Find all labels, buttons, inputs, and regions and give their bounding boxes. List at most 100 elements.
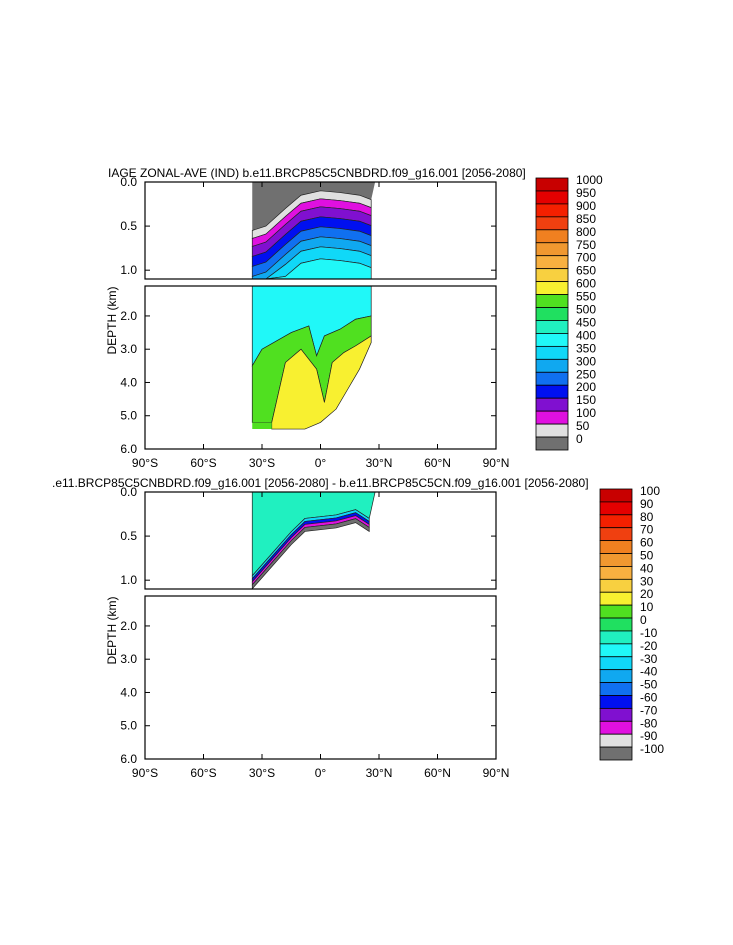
colorbar-swatch: [599, 707, 633, 722]
y-tick-label: 2.0: [120, 619, 137, 633]
colorbar-swatch: [599, 643, 633, 658]
y-tick-label: 3.0: [120, 652, 137, 666]
colorbar-label: -10: [640, 626, 658, 640]
colorbar-swatch: [599, 566, 633, 580]
colorbar-swatch: [535, 242, 569, 257]
y-tick-label: 0.5: [120, 529, 137, 543]
colorbar-swatch: [599, 591, 633, 606]
colorbar-swatch: [599, 617, 633, 632]
x-tick-label: 60°N: [424, 766, 451, 780]
colorbar-swatch: [535, 177, 569, 192]
colorbar-label: -20: [640, 639, 658, 653]
colorbar-label: 450: [576, 315, 596, 329]
x-tick-label: 0°: [315, 766, 327, 780]
colorbar-label: 500: [576, 303, 596, 317]
colorbar-label: -40: [640, 665, 658, 679]
y-tick-label: 1.0: [120, 573, 137, 587]
x-tick-label: 30°S: [249, 766, 275, 780]
colorbar-label: 100: [576, 406, 596, 420]
y-tick-label: 5.0: [120, 409, 137, 423]
colorbar-label: 250: [576, 367, 596, 381]
colorbar-swatch: [535, 345, 569, 360]
y-tick-label: 3.0: [120, 342, 137, 356]
colorbar-label: -70: [640, 703, 658, 717]
y-tick-label: 0.0: [120, 485, 137, 499]
chart-panel-1: IAGE ZONAL-AVE (IND) b.e11.BRCP85C5CNBDR…: [105, 166, 603, 470]
colorbar-label: 70: [640, 523, 654, 537]
colorbar-swatch: [535, 410, 569, 425]
data-fills: [251, 182, 376, 430]
x-tick-label: 90°N: [483, 766, 510, 780]
region-diff-band-3: [251, 518, 370, 590]
colorbar-swatch: [535, 268, 569, 283]
y-tick-label: 1.0: [120, 263, 137, 277]
colorbar-label: 0: [640, 613, 647, 627]
y-tick-label: 0.0: [120, 175, 137, 189]
colorbar-swatch: [535, 436, 569, 451]
colorbar-label: 90: [640, 497, 654, 511]
colorbar-swatch: [599, 553, 633, 567]
colorbar-label: 30: [640, 574, 654, 588]
x-tick-label: 60°N: [424, 456, 451, 470]
colorbar-label: 850: [576, 212, 596, 226]
colorbar-label: 900: [576, 199, 596, 213]
colorbar-swatch: [599, 656, 633, 671]
colorbar-label: -60: [640, 690, 658, 704]
colorbar-swatch: [599, 501, 633, 516]
y-tick-label: 6.0: [120, 442, 137, 456]
colorbar-label: 400: [576, 328, 596, 342]
data-fills: [251, 491, 376, 590]
colorbar-swatch: [535, 255, 569, 270]
colorbar-swatch: [599, 746, 633, 761]
colorbar-label: 300: [576, 354, 596, 368]
colorbar-label: 700: [576, 251, 596, 265]
chart-title: .e11.BRCP85C5CNBDRD.f09_g16.001 [2056-20…: [52, 476, 589, 490]
colorbar-label: 50: [640, 549, 654, 563]
colorbar-label: 0: [576, 432, 583, 446]
colorbar-label: 60: [640, 536, 654, 550]
colorbar-swatch: [535, 423, 569, 438]
colorbar-swatch: [599, 540, 633, 554]
y-tick-label: 4.0: [120, 685, 137, 699]
colorbar-swatch: [599, 630, 633, 645]
colorbar-swatch: [535, 229, 569, 244]
region-gray: [252, 182, 376, 231]
colorbar-label: 1000: [576, 173, 603, 187]
colorbar-label: -100: [640, 742, 664, 756]
colorbar-swatch: [535, 190, 569, 205]
colorbar-label: 350: [576, 341, 596, 355]
colorbar-label: -50: [640, 678, 658, 692]
colorbar-label: 100: [640, 484, 660, 498]
colorbar-swatch: [599, 527, 633, 542]
colorbar-label: 950: [576, 186, 596, 200]
colorbar-swatch: [535, 203, 569, 218]
y-tick-label: 5.0: [120, 719, 137, 733]
x-tick-label: 90°S: [132, 456, 158, 470]
colorbar: 1009080706050403020100-10-20-30-40-50-60…: [599, 484, 664, 761]
colorbar-label: -30: [640, 652, 658, 666]
plot-frame-lower: [144, 595, 497, 760]
y-axis-label: DEPTH (km): [105, 287, 119, 355]
colorbar-swatch: [599, 695, 633, 709]
y-axis-label: DEPTH (km): [105, 597, 119, 665]
chart-panel-2: .e11.BRCP85C5CNBDRD.f09_g16.001 [2056-20…: [52, 476, 664, 780]
colorbar-swatch: [535, 333, 569, 347]
colorbar-swatch: [535, 371, 569, 386]
colorbar: 1000950900850800750700650600550500450400…: [535, 173, 603, 451]
colorbar-label: 80: [640, 510, 654, 524]
colorbar-swatch: [535, 307, 569, 321]
colorbar-swatch: [535, 320, 569, 334]
colorbar-label: 600: [576, 277, 596, 291]
region-green-bottom: [252, 422, 272, 430]
region-yellow: [271, 335, 372, 430]
colorbar-label: 550: [576, 290, 596, 304]
colorbar-label: 800: [576, 225, 596, 239]
colorbar-swatch: [535, 358, 569, 373]
x-tick-label: 90°N: [483, 456, 510, 470]
colorbar-swatch: [535, 281, 569, 295]
colorbar-swatch: [599, 514, 633, 529]
colorbar-label: 650: [576, 264, 596, 278]
colorbar-swatch: [599, 669, 633, 683]
colorbar-swatch: [599, 578, 633, 593]
